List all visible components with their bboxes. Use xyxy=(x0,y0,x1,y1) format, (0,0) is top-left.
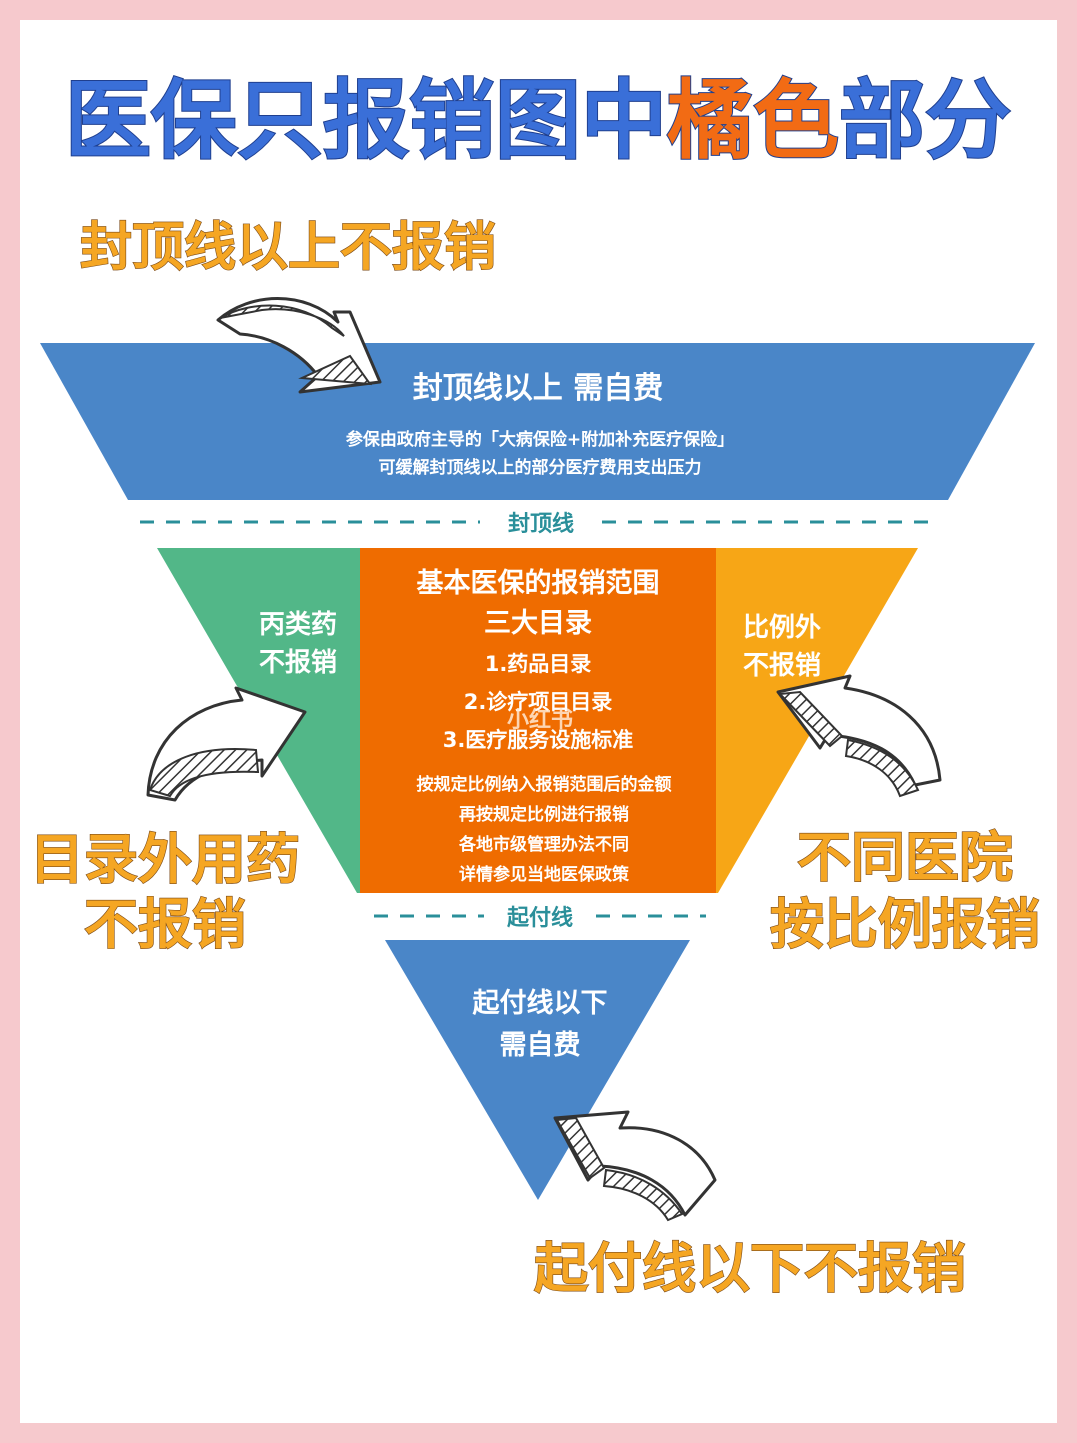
top-band-desc-2: 可缓解封顶线以上的部分医疗费用支出压力 xyxy=(379,457,702,478)
center-note: 各地市级管理办法不同 xyxy=(458,834,629,855)
center-item: 2.诊疗项目目录 xyxy=(464,690,613,714)
bottom-zone xyxy=(385,940,690,1200)
annotation-left-2: 不报销 xyxy=(84,893,246,956)
center-heading-2: 三大目录 xyxy=(484,608,592,639)
center-item: 3.医疗服务设施标准 xyxy=(443,728,634,752)
center-item: 1.药品目录 xyxy=(485,652,592,676)
arrow-bottom-icon xyxy=(553,1110,717,1222)
arrow-right-icon xyxy=(776,674,942,798)
top-band-heading: 封顶线以上 需自费 xyxy=(413,371,663,406)
center-note: 详情参见当地医保政策 xyxy=(459,864,630,885)
top-band xyxy=(40,343,1035,500)
annotation-left-1: 目录外用药 xyxy=(30,828,300,891)
center-note: 按规定比例纳入报销范围后的金额 xyxy=(417,774,672,795)
page-title: 医保只报销图中橘色部分 xyxy=(65,71,1011,171)
annotation-bottom: 起付线以下不报销 xyxy=(534,1237,966,1300)
deductible-line-label: 起付线 xyxy=(506,905,573,931)
arrow-left-icon xyxy=(146,686,307,802)
right-zone-line1: 比例外 xyxy=(743,613,821,643)
center-heading-1: 基本医保的报销范围 xyxy=(417,567,660,599)
bottom-zone-line2: 需自费 xyxy=(500,1029,581,1061)
left-zone-line1: 丙类药 xyxy=(259,610,337,640)
annotation-top: 封顶线以上不报销 xyxy=(80,218,496,278)
center-note: 再按规定比例进行报销 xyxy=(459,804,629,825)
title-part1: 医保只报销图中 xyxy=(65,71,667,171)
top-band-desc-1: 参保由政府主导的「大病保险+附加补充医疗保险」 xyxy=(346,429,734,450)
annotation-right-2: 按比例报销 xyxy=(770,893,1040,956)
title-part2: 橘色 xyxy=(667,71,839,171)
ceiling-line-label: 封顶线 xyxy=(508,511,574,537)
right-zone-line2: 不报销 xyxy=(743,650,821,681)
bottom-zone-line1: 起付线以下 xyxy=(473,988,608,1019)
title-part3: 部分 xyxy=(839,71,1011,171)
arrow-top-icon xyxy=(216,297,382,394)
left-zone-line2: 不报销 xyxy=(259,647,337,678)
annotation-right-1: 不同医院 xyxy=(797,826,1013,889)
watermark: 小红书 xyxy=(507,707,573,733)
center-zone xyxy=(360,548,716,893)
